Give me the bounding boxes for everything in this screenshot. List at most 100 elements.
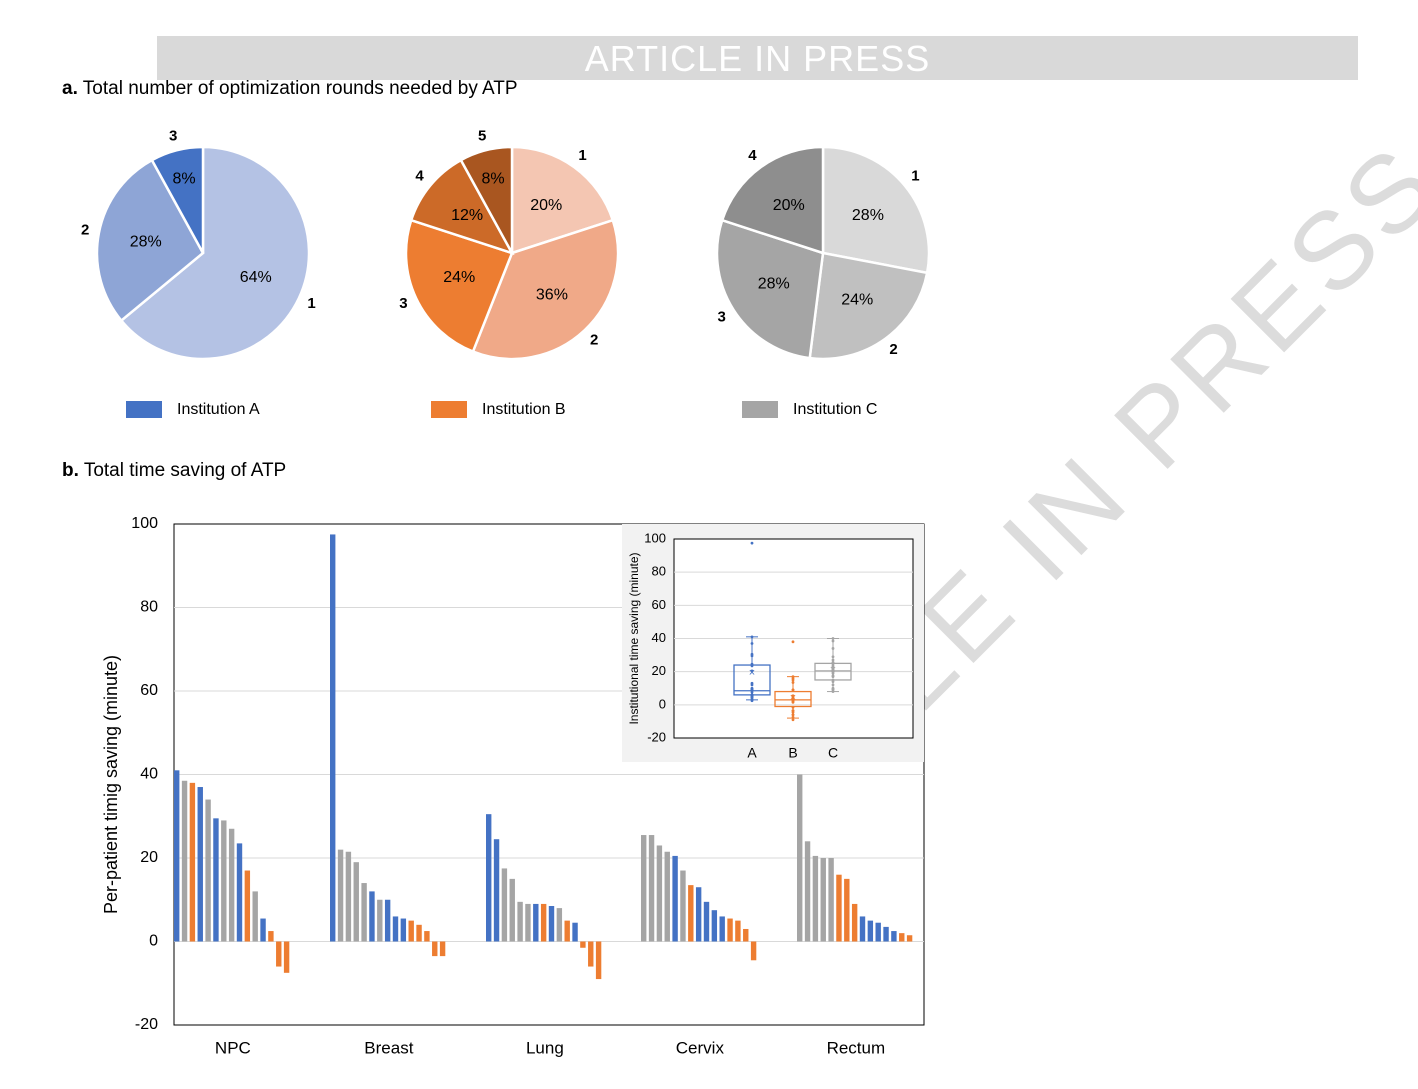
box-B-point-15	[791, 700, 795, 704]
bar-lung-13	[580, 941, 586, 948]
bar-lung-14	[588, 941, 594, 967]
bar-rectum-8	[851, 903, 858, 942]
pie-3-slice-3	[715, 218, 825, 360]
bar-npc-3	[189, 782, 196, 942]
box-A-point-7	[750, 664, 754, 668]
pie-3-slice-4	[720, 145, 825, 255]
pie-2-slice-2-percent: 36%	[536, 287, 568, 304]
panel-a-letter: a.	[62, 78, 78, 99]
box-A-point-5	[750, 654, 754, 658]
panel-b-title: b. Total time saving of ATP	[62, 460, 286, 482]
bar-rectum-11	[875, 922, 881, 942]
bar-npc-13	[268, 931, 274, 942]
bar-npc-14	[276, 941, 282, 967]
bar-cervix-11	[719, 916, 725, 942]
pie-2-slice-4-label: 4	[415, 167, 424, 184]
bar-npc-10	[244, 870, 251, 942]
bar-lung-12	[572, 922, 578, 942]
pie-3-slice-3-label: 3	[718, 308, 726, 325]
box-B-point-7	[791, 688, 795, 692]
bar-lung-11	[564, 920, 570, 942]
y-tick-80: 80	[140, 599, 158, 616]
pie-1-slice-1-label: 1	[307, 295, 315, 312]
bar-lung-7	[533, 903, 539, 942]
bar-cervix-3	[656, 845, 663, 942]
box-C-point-18	[831, 675, 835, 679]
box-B-point-23	[791, 718, 795, 722]
pie-2-slice-2-label: 2	[590, 331, 598, 348]
bar-rectum-7	[844, 878, 850, 942]
box-C-point-3	[831, 647, 835, 650]
bar-breast-9	[392, 916, 399, 942]
box-B-point-21	[791, 713, 795, 717]
bar-rectum-15	[906, 935, 913, 942]
bar-lung-1	[486, 814, 492, 942]
box-B-point-4	[791, 678, 795, 682]
legend-swatch-2	[431, 401, 467, 418]
pie-3-slice-2-label: 2	[889, 341, 897, 358]
bar-npc-7	[221, 820, 227, 942]
box-C-point-21	[831, 683, 835, 687]
bar-npc-5	[205, 799, 211, 942]
bar-lung-3	[501, 868, 508, 942]
bar-npc-2	[181, 780, 188, 942]
box-A-point-10	[750, 683, 754, 687]
pie-2-slice-3	[404, 218, 514, 354]
y-tick-60: 60	[140, 682, 158, 699]
bar-rectum-6	[836, 874, 842, 942]
box-C-point-1	[831, 637, 835, 640]
bar-breast-15	[439, 941, 446, 957]
bar-rectum-10	[867, 920, 874, 942]
box-C-point-4	[831, 655, 835, 659]
box-A-point-1	[750, 541, 754, 545]
bar-lung-9	[548, 906, 555, 942]
bar-breast-3	[345, 851, 352, 942]
bar-rectum-12	[883, 926, 889, 942]
bar-rectum-1	[797, 774, 803, 942]
bar-breast-2	[337, 849, 344, 942]
bar-rectum-14	[899, 933, 905, 942]
pie-2-slice-2	[471, 218, 620, 361]
bar-breast-1	[330, 534, 336, 942]
x-category-lung: Lung	[526, 1038, 564, 1057]
bar-npc-1	[174, 770, 180, 942]
pie-1-slice-1	[119, 145, 311, 361]
pie-1-slice-2-label: 2	[81, 221, 89, 238]
inset-x-label-A: A	[747, 745, 757, 761]
bar-breast-12	[416, 924, 422, 942]
inset-y-tick-100: 100	[644, 530, 666, 545]
bar-npc-6	[213, 818, 219, 942]
bar-cervix-15	[750, 941, 757, 961]
bar-rectum-9	[859, 916, 866, 942]
pie-2-slice-3-percent: 24%	[443, 269, 475, 286]
bar-lung-10	[556, 908, 563, 942]
bar-breast-11	[408, 920, 414, 942]
bar-lung-4	[509, 878, 515, 942]
legend-swatch-1	[126, 401, 162, 418]
legend-label-2: Institution B	[482, 401, 566, 418]
box-B-point-22	[791, 715, 795, 719]
inset-y-tick--20: -20	[647, 729, 666, 744]
pie-2-slice-5-label: 5	[478, 128, 486, 145]
pie-3-slice-2-percent: 24%	[841, 291, 873, 308]
bar-breast-6	[369, 891, 375, 942]
bar-npc-9	[236, 843, 243, 942]
bar-cervix-7	[688, 885, 694, 942]
box-C-mean: ×	[830, 664, 836, 676]
pie-2-slice-4	[409, 158, 515, 256]
bar-cervix-14	[743, 928, 749, 942]
article-in-press-banner: ARTICLE IN PRESS	[157, 36, 1358, 80]
bar-breast-8	[384, 899, 391, 942]
box-C-point-20	[831, 680, 835, 684]
panel-b-letter: b.	[62, 460, 79, 481]
bar-npc-12	[260, 918, 266, 942]
pie-2-slice-1	[510, 145, 615, 255]
pie-1-slice-3-percent: 8%	[172, 170, 195, 187]
bar-lung-5	[517, 901, 523, 942]
pie-1-slice-2	[95, 158, 205, 323]
pie-2-slice-3-label: 3	[399, 295, 407, 312]
bar-breast-10	[400, 918, 407, 942]
inset-y-axis-label: Institutional time saving (minute)	[627, 552, 641, 724]
bar-cervix-8	[695, 887, 702, 942]
panel-b-title-text: Total time saving of ATP	[83, 460, 287, 481]
